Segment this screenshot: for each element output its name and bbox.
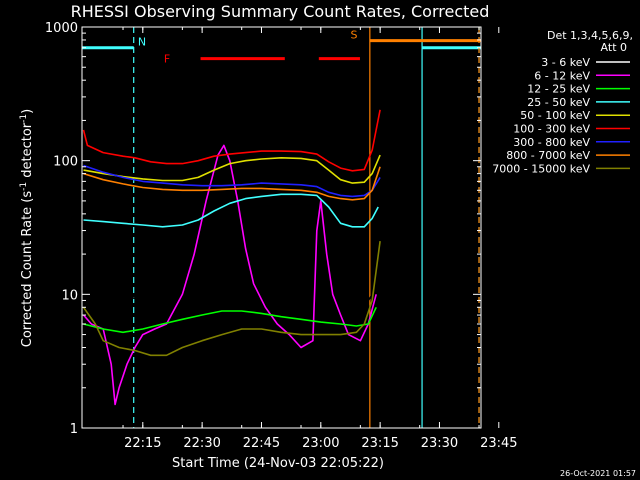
flags-layer: N F S: [82, 27, 481, 428]
series-line-100-300-kev: [82, 109, 381, 172]
flag-s-label: S: [351, 29, 358, 42]
legend-header-line-2: Att 0: [601, 41, 627, 54]
ylabel-mid: detector: [20, 122, 35, 182]
y-tick-label-0: 1: [70, 422, 78, 437]
y-tick-label-2: 100: [53, 155, 78, 170]
legend-label-5: 100 - 300 keV: [513, 123, 590, 136]
legend-label-8: 7000 - 15000 keV: [492, 162, 590, 175]
y-axis-ticks: 1 10 100 1000: [45, 21, 481, 437]
x-tick-label-0: 22:15: [124, 436, 161, 451]
x-tick-label-2: 22:45: [243, 436, 280, 451]
series-line-800-7000-kev: [83, 166, 381, 201]
x-tick-label-1: 22:30: [183, 436, 220, 451]
legend-label-3: 25 - 50 keV: [527, 96, 590, 109]
series-line-300-800-kev: [83, 164, 381, 198]
ylabel-main: Corrected Count Rate (s: [20, 191, 35, 348]
footer-timestamp: 26-Oct-2021 01:57: [560, 469, 636, 478]
ylabel-end: ): [20, 109, 35, 114]
legend-label-2: 12 - 25 keV: [527, 83, 590, 96]
legend-label-0: 3 - 6 keV: [541, 56, 590, 69]
x-tick-label-6: 23:45: [480, 436, 517, 451]
y-axis-label: Corrected Count Rate (s-1 detector-1): [19, 109, 35, 347]
legend-header-line-1: Det 1,3,4,5,6,9,: [547, 29, 633, 42]
x-tick-label-4: 23:15: [361, 436, 398, 451]
series-line-50-100-kev: [83, 154, 381, 184]
series-line-12-25-kev: [83, 306, 377, 334]
series-line-3-6-kev: [91, 154, 377, 316]
x-tick-label-5: 23:30: [421, 436, 458, 451]
x-axis-label: Start Time (24-Nov-03 22:05:22): [172, 456, 384, 471]
series-layer: [82, 109, 381, 406]
x-axis-ticks: 22:15 22:30 22:45 23:00 23:15 23:30 23:45: [122, 27, 518, 451]
series-line-25-50-kev: [83, 193, 379, 228]
legend-label-1: 6 - 12 keV: [534, 69, 590, 82]
flag-f-label: F: [164, 53, 170, 66]
x-tick-label-3: 23:00: [302, 436, 339, 451]
ylabel-sup-1: -1: [19, 182, 29, 191]
legend-label-4: 50 - 100 keV: [520, 109, 590, 122]
y-tick-label-3: 1000: [45, 21, 78, 36]
series-line-6-12-kev: [82, 144, 377, 406]
flag-n-label: N: [138, 36, 146, 49]
y-tick-label-1: 10: [61, 288, 78, 303]
plot-frame: [81, 26, 482, 429]
chart-title: RHESSI Observing Summary Count Rates, Co…: [71, 2, 490, 21]
legend-label-7: 800 - 7000 keV: [506, 149, 590, 162]
ylabel-sup-2: -1: [19, 114, 29, 123]
legend-label-6: 300 - 800 keV: [513, 136, 590, 149]
series-line-7000-15000-kev: [82, 240, 381, 357]
